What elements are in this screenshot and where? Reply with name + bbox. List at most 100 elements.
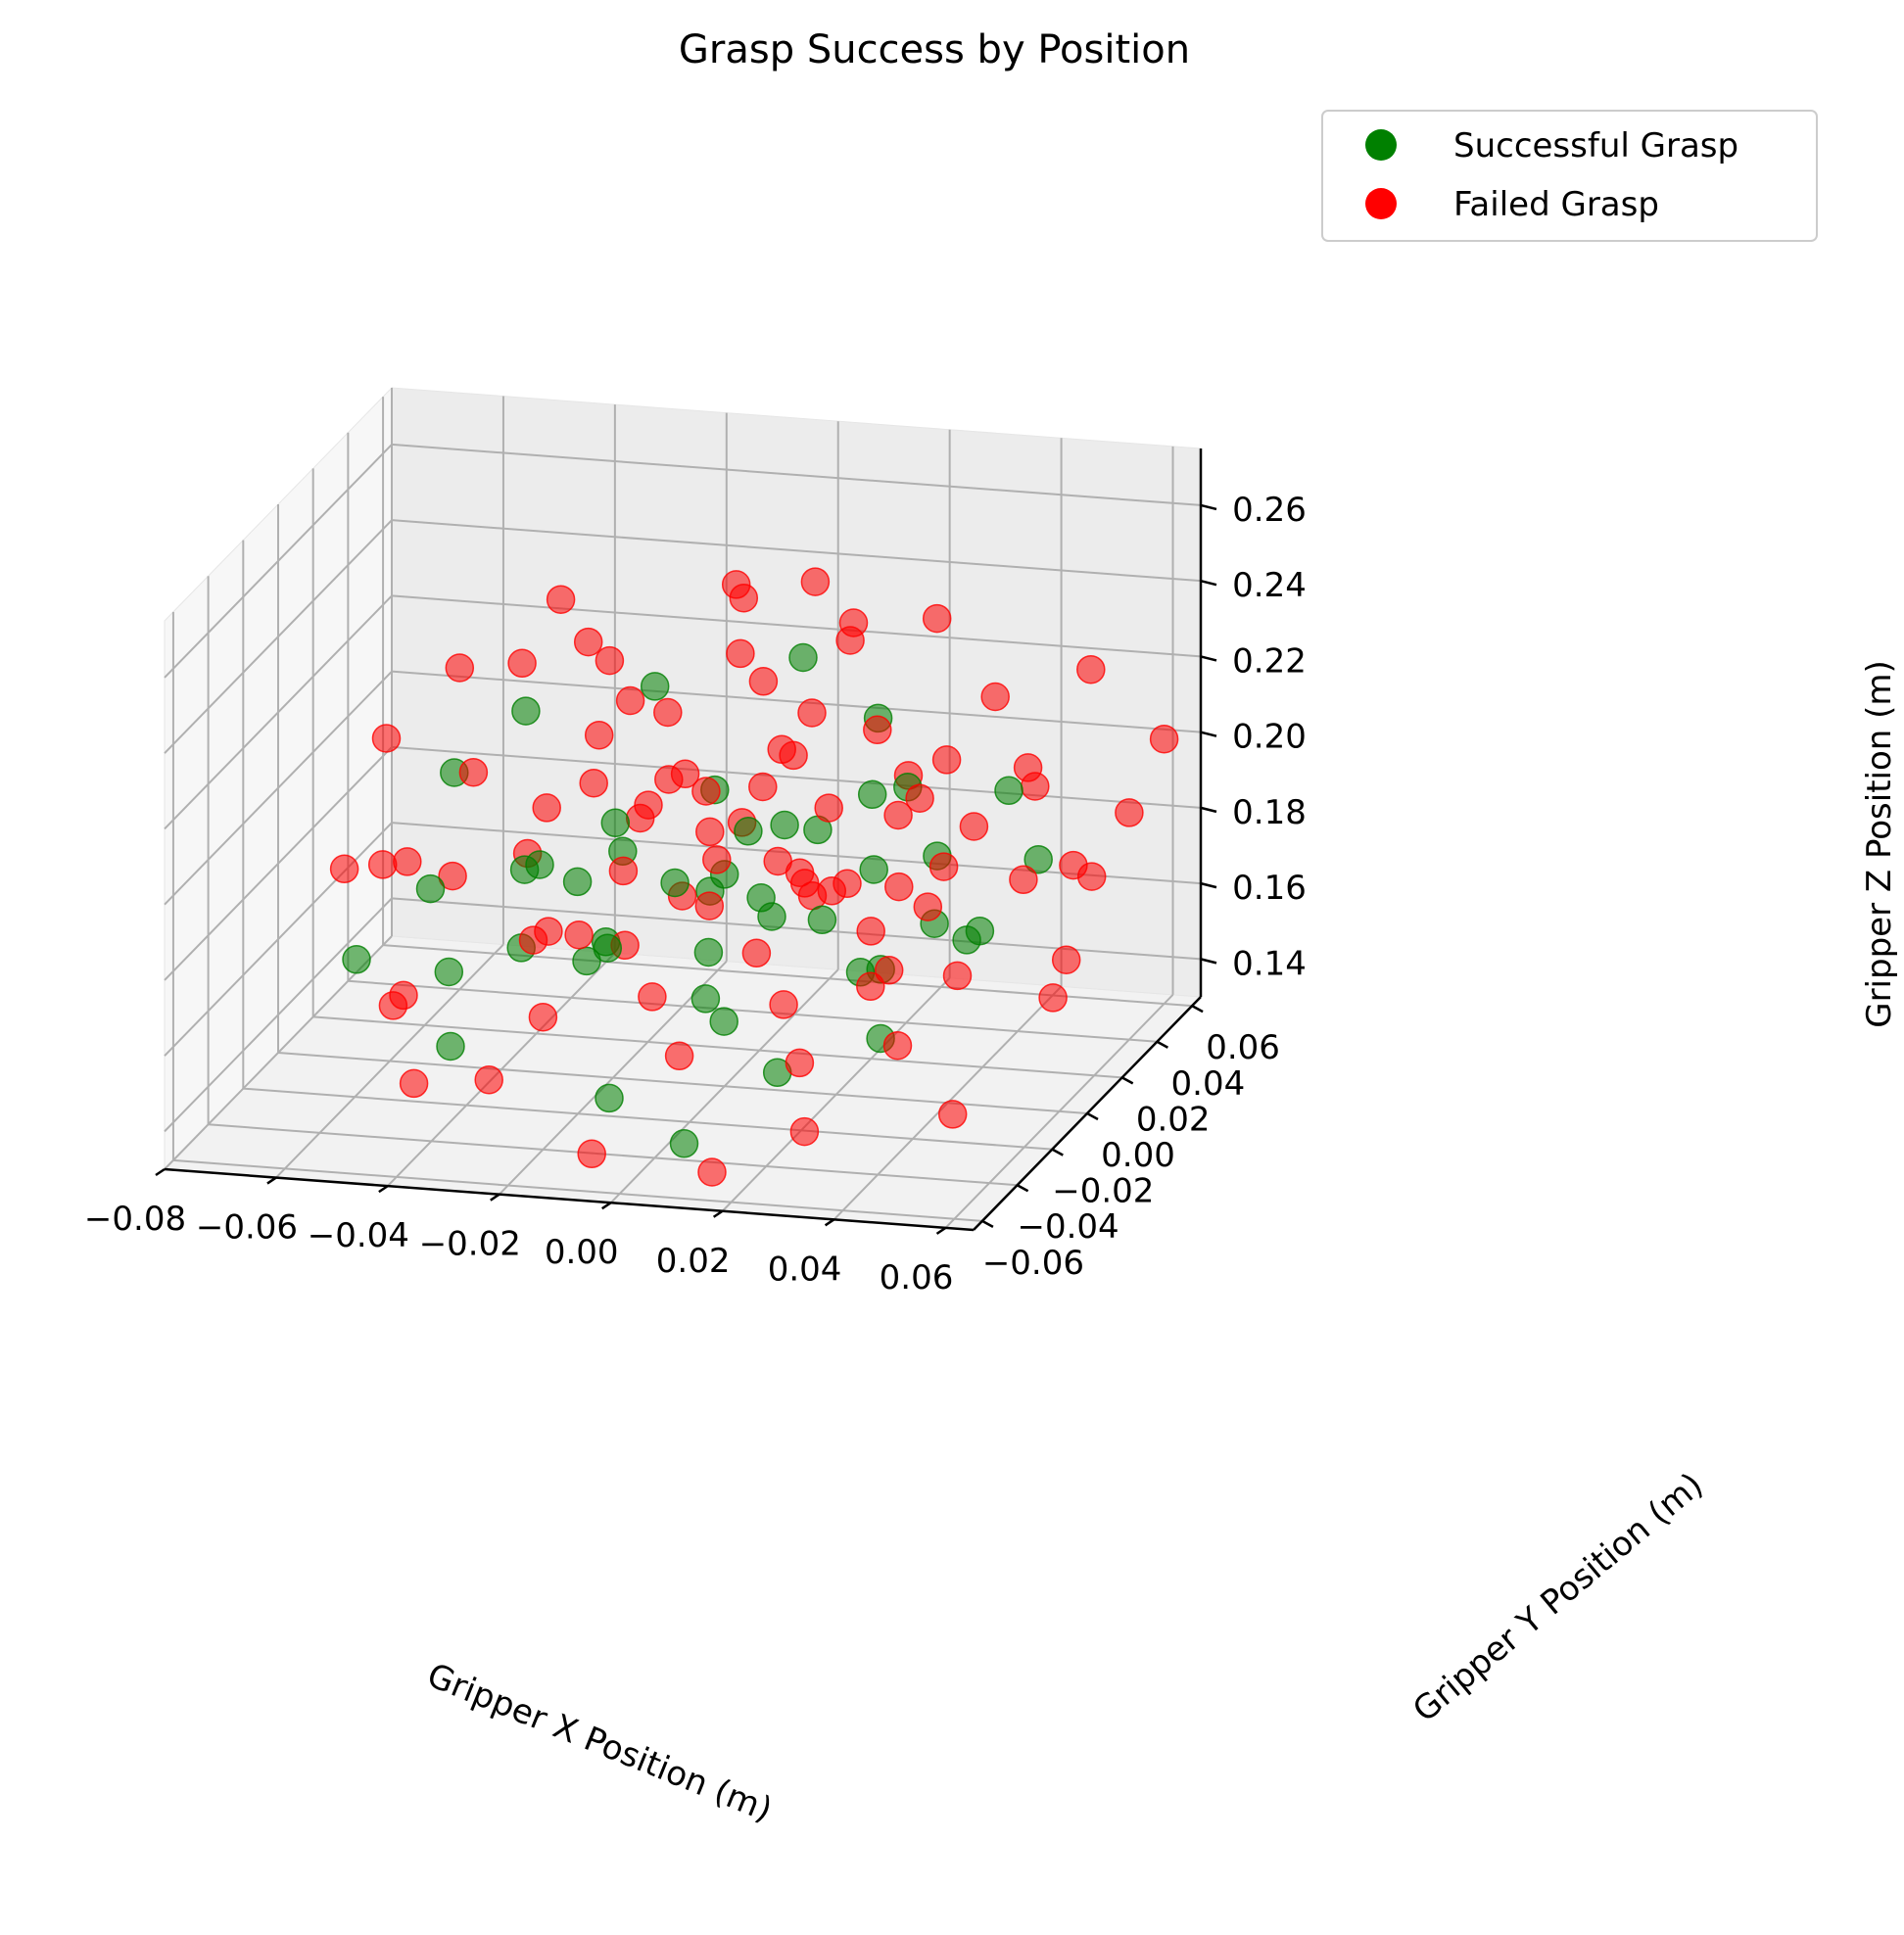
data-point-failed: [797, 698, 827, 728]
data-point-failed: [838, 608, 869, 637]
data-point-successful: [807, 905, 837, 935]
data-point-failed: [702, 845, 732, 874]
legend: Successful Grasp Failed Grasp: [1321, 110, 1818, 242]
data-point-failed: [937, 1100, 968, 1129]
data-point-failed: [856, 917, 885, 946]
data-point-failed: [445, 653, 475, 683]
data-point-failed: [980, 682, 1010, 712]
data-point-successful: [994, 776, 1023, 806]
data-point-failed: [532, 793, 561, 823]
data-point-failed: [1149, 724, 1179, 754]
data-point-failed: [814, 793, 843, 823]
z-tick: [1200, 655, 1217, 662]
gridline-z-back: [391, 594, 1202, 658]
z-tick: [1200, 958, 1217, 965]
z-tick-label: 0.16: [1232, 869, 1307, 908]
gridline-z-side: [164, 746, 393, 981]
data-point-successful: [788, 642, 818, 673]
y-axis-label: Gripper Y Position (m): [1405, 1465, 1710, 1729]
x-axis-line: [164, 1167, 975, 1232]
x-tick-label: −0.06: [196, 1208, 298, 1248]
data-point-failed: [789, 1116, 820, 1147]
data-point-failed: [729, 583, 759, 613]
data-point-failed: [874, 956, 904, 985]
data-point-failed: [329, 854, 359, 884]
legend-marker-failed: [1365, 188, 1397, 219]
y-tick: [1086, 1111, 1099, 1121]
data-point-failed: [856, 971, 885, 1002]
data-point-successful: [595, 1083, 624, 1113]
data-point-failed: [653, 697, 683, 728]
data-point-failed: [389, 980, 418, 1011]
data-point-failed: [928, 852, 959, 881]
data-point-failed: [528, 1002, 558, 1032]
gridline-z-side: [164, 670, 393, 906]
data-point-failed: [785, 858, 815, 887]
data-point-failed: [634, 790, 663, 820]
x-tick-label: 0.06: [880, 1258, 954, 1298]
data-point-failed: [1051, 945, 1081, 974]
x-tick: [935, 1226, 947, 1235]
gridline-z-back: [391, 745, 1202, 809]
data-point-successful: [757, 902, 786, 931]
z-tick-label: 0.26: [1232, 491, 1307, 530]
data-point-successful: [660, 868, 690, 898]
gridline-z-side: [164, 594, 393, 830]
data-point-failed: [695, 817, 725, 847]
z-tick: [1200, 806, 1217, 814]
data-point-successful: [436, 1031, 465, 1062]
y-tick-label: 0.02: [1136, 1100, 1211, 1139]
y-tick: [1191, 1005, 1204, 1014]
data-point-failed: [371, 724, 402, 753]
data-point-successful: [1023, 844, 1053, 874]
z-tick: [1200, 579, 1217, 587]
x-tick: [712, 1209, 724, 1218]
axis-ticks: [155, 503, 1217, 1235]
x-tick: [266, 1176, 277, 1185]
y-tick-label: −0.04: [1018, 1207, 1119, 1247]
data-point-failed: [697, 1157, 727, 1187]
data-point-successful: [859, 855, 888, 884]
data-point-failed: [922, 603, 952, 634]
y-tick-label: −0.06: [982, 1244, 1084, 1283]
data-point-successful: [952, 925, 981, 955]
data-point-failed: [882, 1030, 913, 1061]
z-tick: [1200, 503, 1217, 511]
data-point-failed: [399, 1068, 429, 1099]
x-tick: [490, 1193, 500, 1202]
data-point-failed: [474, 1064, 503, 1095]
data-point-successful: [572, 946, 601, 976]
x-axis-label: Gripper X Position (m): [422, 1656, 778, 1830]
data-point-successful: [734, 817, 763, 846]
gridline-y-floor: [172, 1158, 982, 1222]
data-point-failed: [595, 645, 625, 676]
data-point-failed: [741, 938, 772, 968]
data-point-failed: [367, 850, 398, 879]
z-tick-label: 0.24: [1232, 566, 1307, 605]
data-point-successful: [415, 873, 446, 904]
gridline-z-back: [391, 443, 1202, 506]
y-tick: [1156, 1040, 1168, 1049]
legend-frame: [1321, 110, 1818, 242]
gridline-z-back: [391, 670, 1202, 733]
z-tick-label: 0.20: [1232, 718, 1307, 757]
data-point-failed: [664, 1041, 694, 1071]
data-point-failed: [959, 812, 989, 841]
x-tick: [378, 1185, 389, 1194]
data-points: [329, 567, 1179, 1187]
z-axis-label: Gripper Z Position (m): [1860, 660, 1899, 1028]
gridline-y-floor: [348, 979, 1158, 1043]
y-tick: [1051, 1148, 1064, 1156]
data-point-failed: [1013, 753, 1043, 782]
data-point-failed: [1038, 983, 1068, 1013]
data-point-failed: [615, 685, 645, 716]
data-point-failed: [694, 891, 725, 920]
gridline-y-floor: [312, 1015, 1122, 1079]
gridline-z-back: [391, 519, 1202, 583]
data-point-failed: [564, 920, 594, 950]
data-point-successful: [640, 672, 670, 701]
gridline-y-floor: [208, 1123, 1018, 1187]
data-point-failed: [546, 585, 576, 614]
x-tick-label: −0.04: [308, 1216, 409, 1255]
